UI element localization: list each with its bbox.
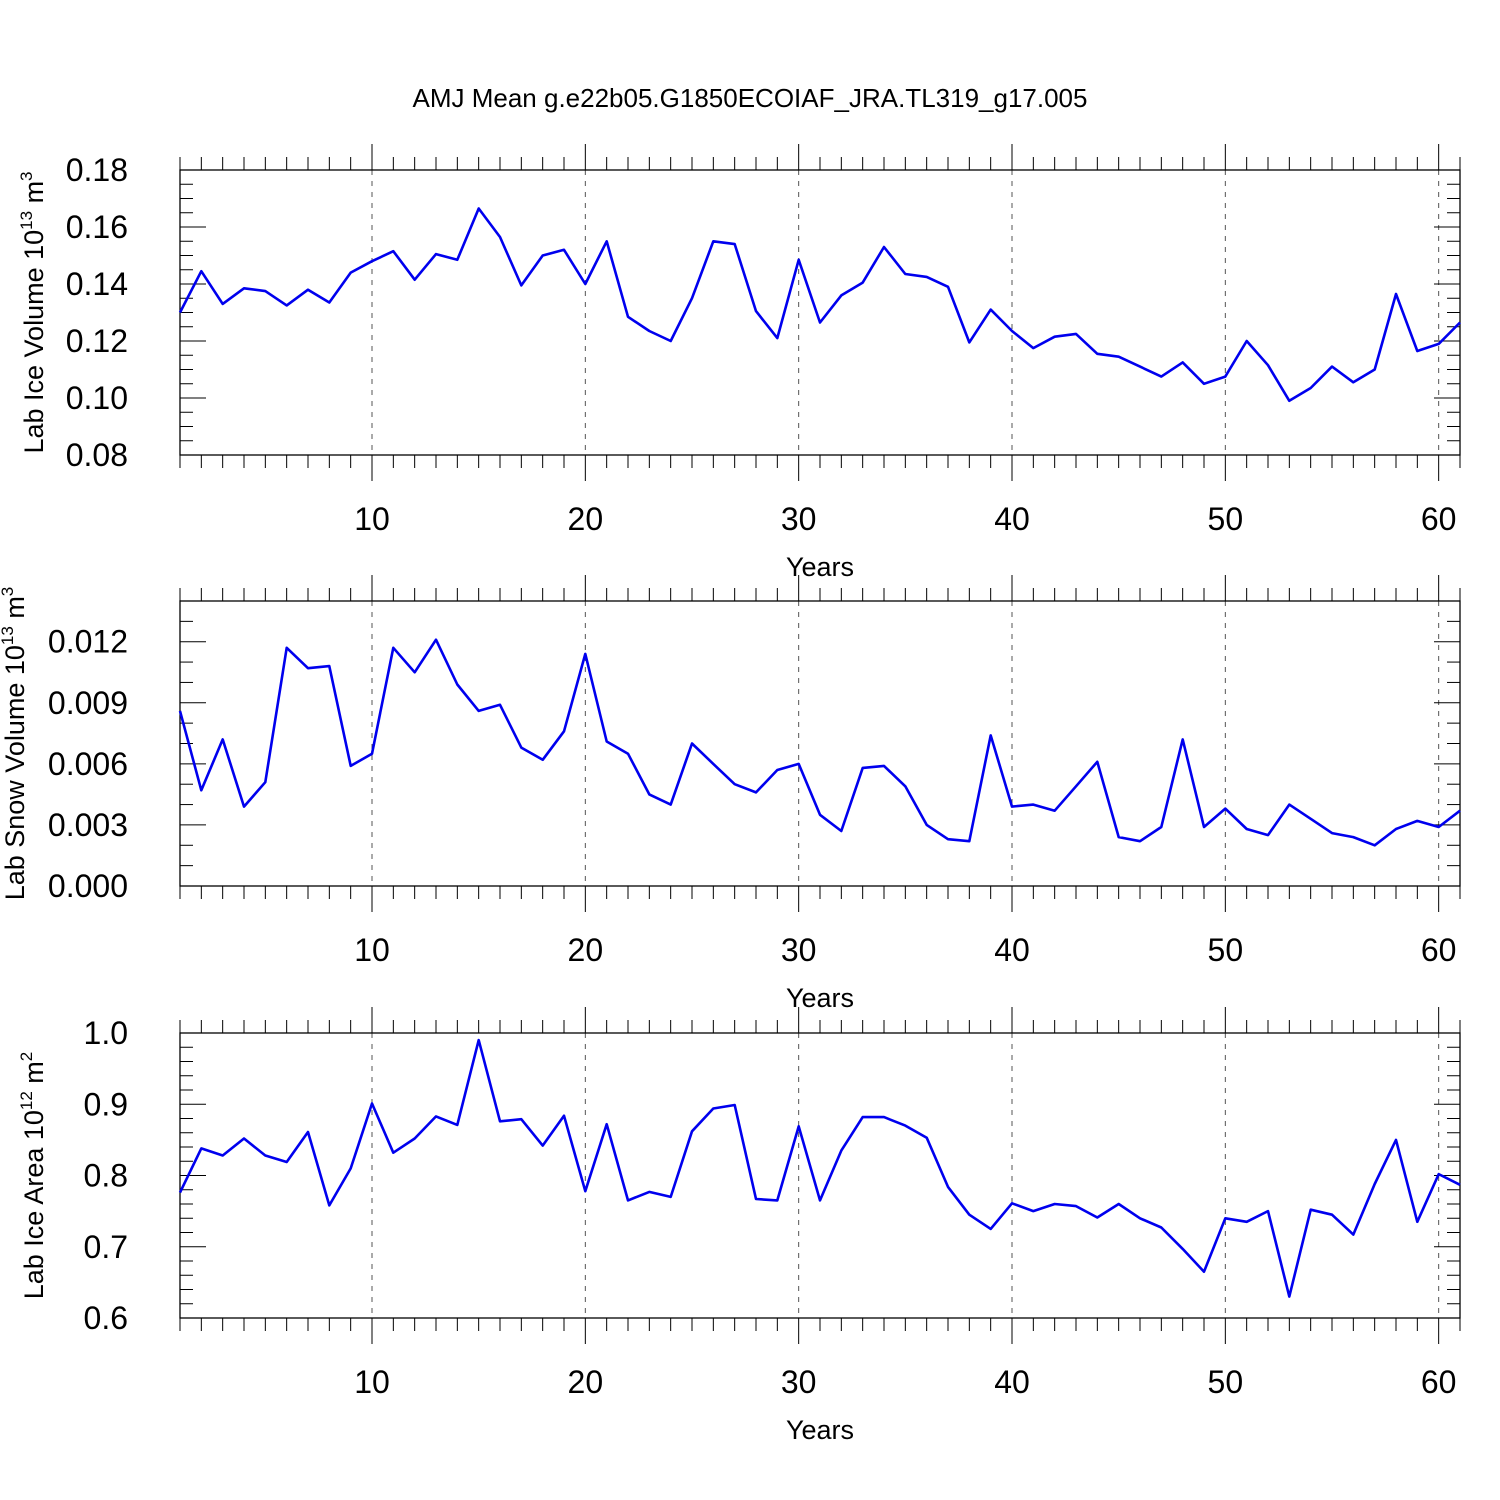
y-tick-label: 0.7 (84, 1229, 128, 1265)
y-tick-label: 0.003 (48, 807, 128, 843)
series-line-ice_area (178, 1038, 1461, 1298)
y-tick-label: 0.16 (66, 209, 128, 245)
x-tick-label: 50 (1208, 932, 1244, 968)
y-tick-label: 0.006 (48, 746, 128, 782)
y-tick-label: 0.000 (48, 868, 128, 904)
x-tick-label: 30 (781, 1364, 817, 1400)
x-tick-label: 10 (354, 501, 390, 537)
y-tick-label: 0.9 (84, 1086, 128, 1122)
y-tick-label: 0.10 (66, 380, 128, 416)
x-axis-label: Years (786, 552, 854, 582)
x-tick-label: 30 (781, 501, 817, 537)
x-tick-label: 60 (1421, 501, 1457, 537)
y-tick-label: 0.6 (84, 1300, 128, 1336)
x-tick-label: 10 (354, 1364, 390, 1400)
x-tick-label: 50 (1208, 501, 1244, 537)
chart-title: AMJ Mean g.e22b05.G1850ECOIAF_JRA.TL319_… (413, 83, 1088, 113)
x-axis-label: Years (786, 1415, 854, 1445)
y-axis-label: Lab Snow Volume 1013 m3 (0, 587, 30, 901)
x-tick-label: 60 (1421, 1364, 1457, 1400)
x-tick-label: 20 (568, 501, 604, 537)
panel-ice_area: 10 20 30 40 50 60 0.6 0.7 0.8 0.9 1.0 Years Lab Ice … (17, 1007, 1461, 1445)
x-tick-label: 40 (994, 932, 1030, 968)
y-tick-label: 0.012 (48, 624, 128, 660)
x-tick-label: 20 (568, 932, 604, 968)
y-axis-label: Lab Ice Area 1012 m2 (17, 1052, 49, 1300)
series-line-snow_volume (178, 638, 1461, 847)
y-tick-label: 0.08 (66, 437, 128, 473)
y-tick-label: 0.009 (48, 685, 128, 721)
x-tick-label: 40 (994, 501, 1030, 537)
y-tick-label: 0.18 (66, 152, 128, 188)
y-tick-label: 0.14 (66, 266, 128, 302)
series-line-ice_volume (178, 207, 1461, 403)
y-tick-label: 0.8 (84, 1158, 128, 1194)
panel-snow_volume: 10 20 30 40 50 60 0.000 0.003 0.006 0.009 0.012 Yea… (0, 575, 1461, 1013)
x-tick-label: 30 (781, 932, 817, 968)
y-axis-label: Lab Ice Volume 1013 m3 (17, 171, 49, 453)
panel-ice_volume: 10 20 30 40 50 60 0.08 0.10 0.12 0.14 0.16 0.18 Year… (17, 144, 1461, 582)
x-axis-label: Years (786, 983, 854, 1013)
x-tick-label: 40 (994, 1364, 1030, 1400)
y-tick-label: 0.12 (66, 323, 128, 359)
x-tick-label: 10 (354, 932, 390, 968)
x-tick-label: 60 (1421, 932, 1457, 968)
y-tick-label: 1.0 (84, 1015, 128, 1051)
x-tick-label: 50 (1208, 1364, 1244, 1400)
x-tick-label: 20 (568, 1364, 604, 1400)
